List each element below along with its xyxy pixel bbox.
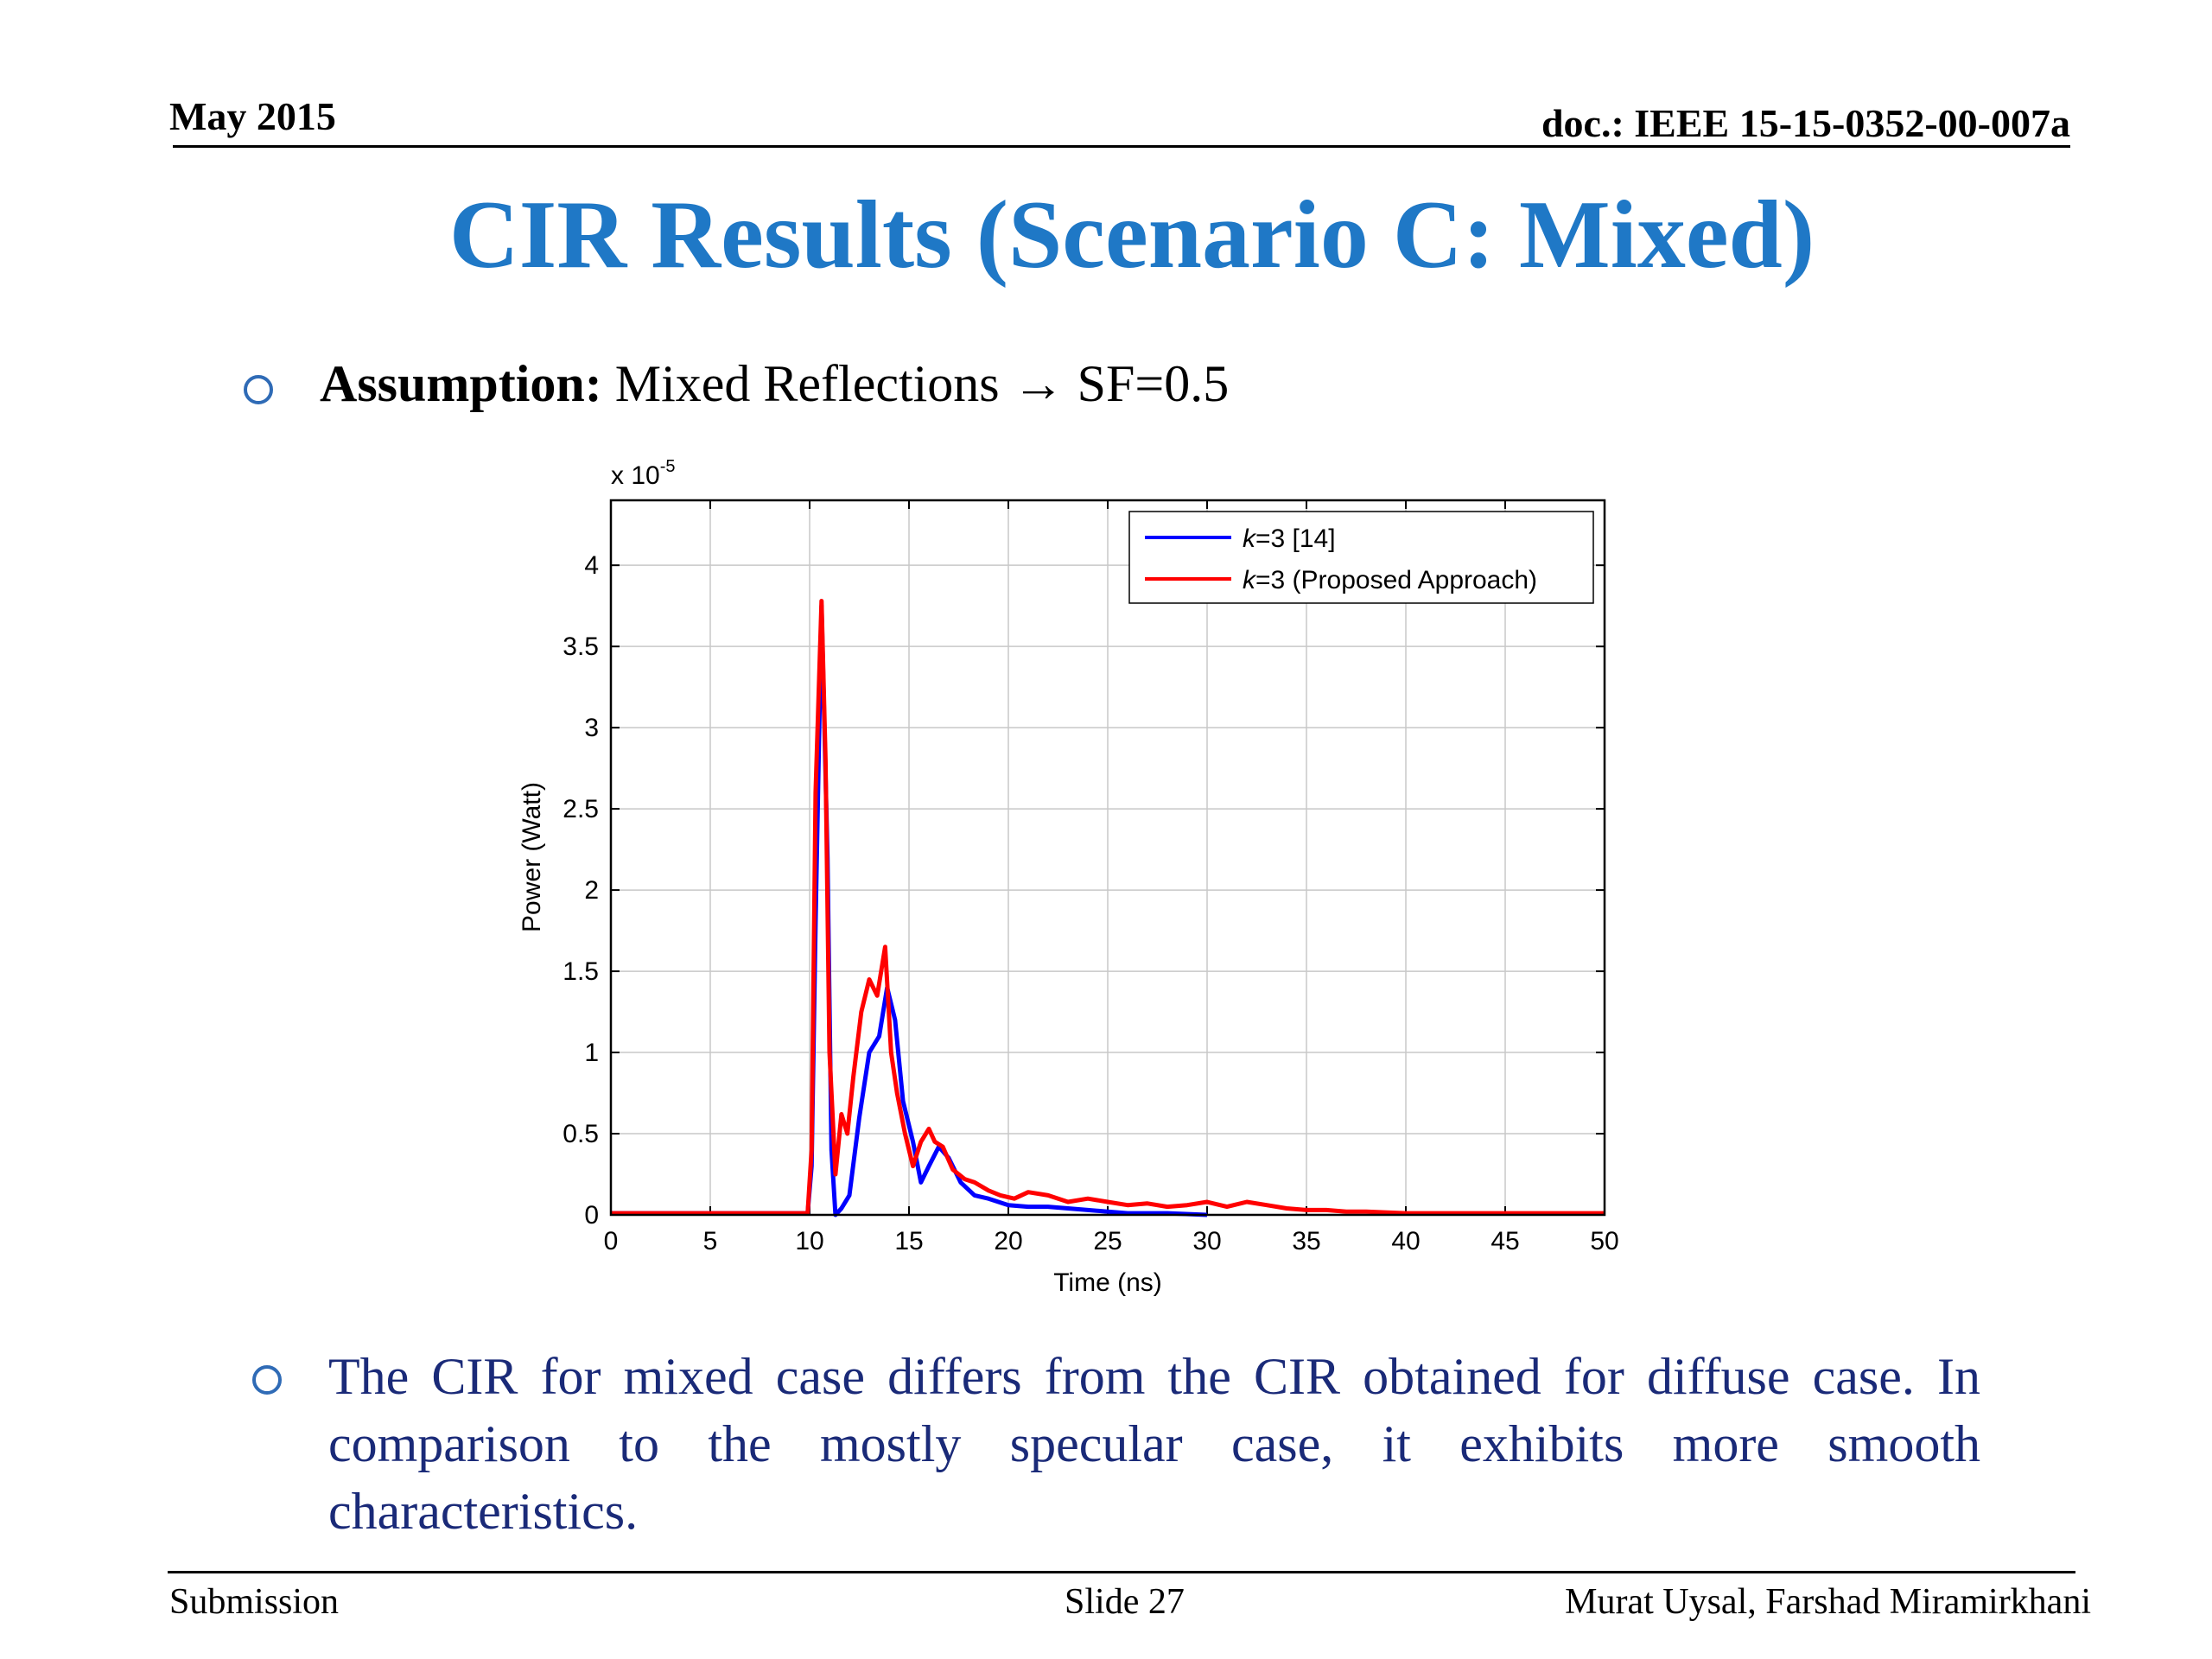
legend-label-k3-proposed: k=3 (Proposed Approach) <box>1243 566 1537 594</box>
x-tick-label: 45 <box>1491 1227 1519 1255</box>
bullet-circle-icon <box>252 1365 282 1395</box>
y-tick-label: 2.5 <box>563 795 599 823</box>
y-tick-label: 1.5 <box>563 957 599 986</box>
y-tick-label: 0.5 <box>563 1120 599 1148</box>
x-tick-label: 10 <box>795 1227 823 1255</box>
x-tick-label: 0 <box>604 1227 619 1255</box>
legend-box <box>1128 511 1594 604</box>
x-tick-label: 30 <box>1192 1227 1221 1255</box>
header-divider <box>173 145 2070 148</box>
chart-grid <box>610 500 1605 1216</box>
assumption-bullet: Assumption: Mixed Reflections → SF=0.5 <box>320 354 1229 414</box>
x-tick-label: 15 <box>894 1227 923 1255</box>
cir-chart: 0 5 10 15 20 25 30 35 40 45 50 0 0.5 1 1.5 2 2.5 3 3.5 4 x … <box>518 457 1619 1297</box>
x-tick-label: 40 <box>1391 1227 1420 1255</box>
x-tick-label: 35 <box>1292 1227 1320 1255</box>
x-tick-label: 50 <box>1590 1227 1618 1255</box>
y-multiplier-label: x 10-5 <box>611 457 676 490</box>
chart-ticks: 0 5 10 15 20 25 30 35 40 45 50 0 0.5 1 1.5 2 2.5 3 3.5 4 <box>563 500 1619 1255</box>
footer-divider <box>168 1571 2075 1573</box>
x-tick-label: 20 <box>994 1227 1022 1255</box>
y-tick-label: 0 <box>584 1201 599 1230</box>
y-axis-label: Power (Watt) <box>518 782 546 932</box>
bullet-circle-icon <box>244 375 273 404</box>
scaling-factor: SF=0.5 <box>1064 355 1230 412</box>
arrow-icon: → <box>1012 355 1065 412</box>
x-tick-label: 5 <box>703 1227 718 1255</box>
chart-legend: k=3 [14] k=3 (Proposed Approach) <box>1128 511 1594 604</box>
y-tick-label: 3 <box>584 714 599 742</box>
y-tick-label: 4 <box>584 551 599 580</box>
y-tick-label: 3.5 <box>563 632 599 661</box>
y-tick-label: 2 <box>584 876 599 905</box>
series-line-k3-proposed <box>611 599 1605 1216</box>
plot-frame <box>609 499 1606 1217</box>
header-doc-id: doc.: IEEE 15-15-0352-00-007a <box>1541 101 2070 145</box>
footer-submission: Submission <box>169 1582 340 1622</box>
slide-title: CIR Results (Scenario C: Mixed) <box>448 181 1815 289</box>
slide-number: Slide 27 <box>1065 1582 1185 1622</box>
assumption-label: Assumption: <box>320 355 602 412</box>
chart-series <box>611 599 1605 1217</box>
assumption-text: Mixed Reflections <box>601 355 1013 412</box>
x-tick-label: 25 <box>1093 1227 1122 1255</box>
x-axis-label: Time (ns) <box>1053 1268 1162 1297</box>
y-tick-label: 1 <box>584 1039 599 1067</box>
legend-label-k3-ref: k=3 [14] <box>1243 524 1336 553</box>
header-date: May 2015 <box>169 94 336 138</box>
conclusion-bullet: The CIR for mixed case differs from the … <box>328 1348 1980 1540</box>
footer-authors: Murat Uysal, Farshad Miramirkhani <box>1565 1582 2091 1622</box>
